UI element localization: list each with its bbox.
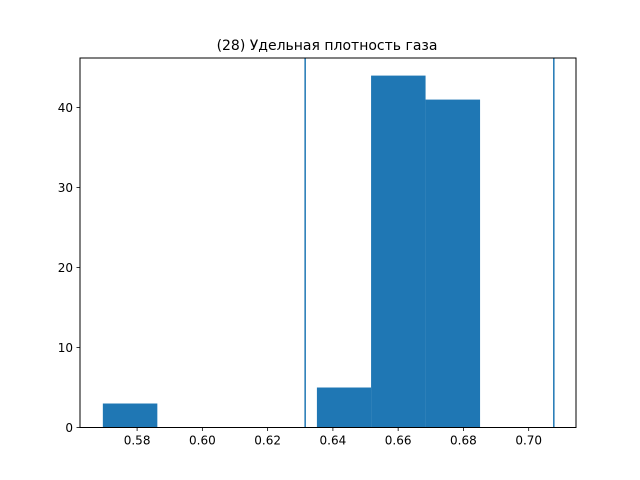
x-axis-ticks: 0.58 0.60 0.62 0.64 0.66 0.68 0.70: [124, 427, 542, 448]
x-tick-label: 0.66: [385, 434, 412, 448]
x-tick-label: 0.64: [320, 434, 347, 448]
histogram-bar: [316, 387, 372, 428]
y-tick-label: 0: [65, 421, 73, 435]
y-tick-label: 40: [58, 101, 73, 115]
histogram-bar: [371, 75, 426, 428]
x-tick-label: 0.58: [124, 434, 151, 448]
x-tick-label: 0.70: [515, 434, 542, 448]
y-axis-ticks: 0 10 20 30 40: [58, 101, 80, 435]
y-tick-label: 10: [58, 341, 73, 355]
x-tick-label: 0.62: [254, 434, 281, 448]
chart-title: (28) Удельная плотность газа: [217, 38, 438, 54]
y-tick-label: 30: [58, 181, 73, 195]
y-tick-label: 20: [58, 261, 73, 275]
histogram-bar: [102, 403, 158, 428]
vertical-lines-group: [304, 58, 555, 428]
histogram-bar: [425, 99, 481, 428]
x-tick-label: 0.68: [450, 434, 477, 448]
bars-group: [102, 75, 481, 428]
plot-frame: [79, 57, 577, 428]
x-tick-label: 0.60: [189, 434, 216, 448]
